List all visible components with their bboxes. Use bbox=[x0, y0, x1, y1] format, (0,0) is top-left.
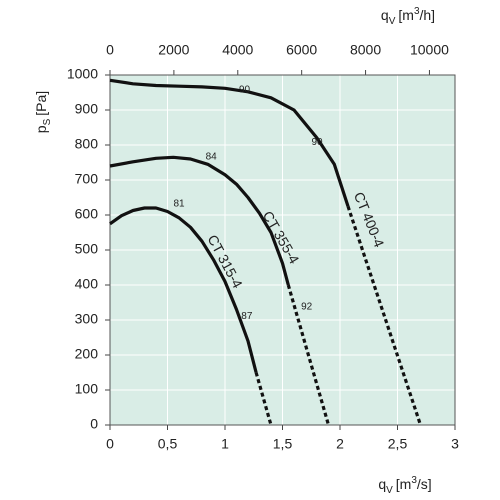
x2-tick-label: 4000 bbox=[222, 42, 253, 58]
x2-tick-label: 10000 bbox=[410, 42, 449, 58]
y-tick-label: 900 bbox=[75, 101, 99, 117]
y-title-subscript: S bbox=[42, 118, 53, 125]
x-tick-label: 3 bbox=[451, 436, 459, 452]
y-tick-label: 0 bbox=[90, 416, 98, 432]
y-tick-label: 500 bbox=[75, 241, 99, 257]
y-tick-label: 1000 bbox=[67, 66, 98, 82]
x2-title-sup: 3 bbox=[414, 6, 420, 17]
efficiency-label: 87 bbox=[241, 311, 253, 322]
x-title-unit: [m bbox=[396, 476, 412, 492]
fan-curve bbox=[109, 78, 350, 207]
fan-curve bbox=[109, 206, 258, 373]
y-tick-label: 300 bbox=[75, 311, 99, 327]
x-tick-label: 1 bbox=[221, 436, 229, 452]
x-tick-label: 1,5 bbox=[273, 436, 293, 452]
x-title-subscript: V bbox=[386, 485, 393, 496]
y-tick-label: 200 bbox=[75, 346, 99, 362]
fan-curve-dashed bbox=[286, 284, 331, 426]
y-tick-label: 700 bbox=[75, 171, 99, 187]
fan-curve-dashed bbox=[346, 205, 423, 426]
efficiency-label: 81 bbox=[173, 198, 185, 209]
x2-title-unit-end: /h] bbox=[420, 7, 436, 23]
efficiency-label: 90 bbox=[239, 85, 251, 96]
y-tick-label: 100 bbox=[75, 381, 99, 397]
y-tick-label: 400 bbox=[75, 276, 99, 292]
x2-title-unit: [m bbox=[398, 7, 414, 23]
y-title-unit: [Pa] bbox=[33, 91, 49, 116]
efficiency-label: 92 bbox=[301, 302, 313, 313]
x-axis-title: qV [m3/s] bbox=[378, 475, 431, 496]
x2-title-symbol: q bbox=[381, 7, 389, 23]
x2-tick-label: 0 bbox=[106, 42, 114, 58]
x-tick-label: 2,5 bbox=[388, 436, 408, 452]
x-tick-label: 2 bbox=[336, 436, 344, 452]
x2-tick-label: 2000 bbox=[158, 42, 189, 58]
fan-curve bbox=[109, 155, 290, 286]
y-axis-title: pS [Pa] bbox=[33, 91, 53, 133]
x2-tick-label: 6000 bbox=[286, 42, 317, 58]
x-tick-label: 0,5 bbox=[158, 436, 178, 452]
y-title-symbol: p bbox=[33, 125, 49, 133]
x-title-unit-end: /s] bbox=[417, 476, 432, 492]
x-title-sup: 3 bbox=[411, 475, 417, 486]
efficiency-label: 90 bbox=[311, 137, 323, 148]
efficiency-label: 84 bbox=[206, 152, 218, 163]
x-tick-label: 0 bbox=[106, 436, 114, 452]
y-tick-label: 600 bbox=[75, 206, 99, 222]
x-title-symbol: q bbox=[378, 476, 386, 492]
plot-frame bbox=[109, 74, 456, 426]
y-tick-label: 800 bbox=[75, 136, 99, 152]
fan-curve-dashed bbox=[254, 372, 273, 426]
x2-title-subscript: V bbox=[389, 16, 396, 27]
x2-tick-label: 8000 bbox=[350, 42, 381, 58]
x2-axis-title: qV [m3/h] bbox=[381, 6, 435, 27]
